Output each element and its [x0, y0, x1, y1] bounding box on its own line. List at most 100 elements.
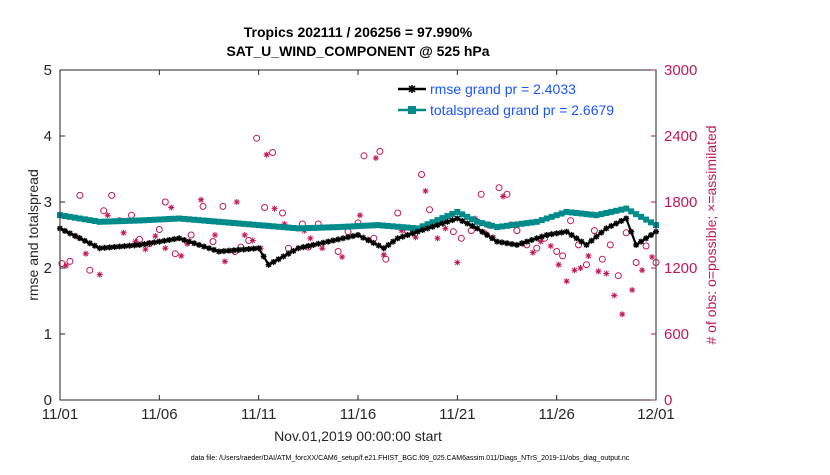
- spread-point: [275, 223, 282, 230]
- obs-assimilated-point: [307, 235, 314, 242]
- rmse-point: [310, 241, 317, 248]
- rmse-point: [335, 236, 342, 243]
- y-axis-left: 0 1 2 3 4 5: [44, 62, 65, 409]
- x-tick-label: 11/11: [241, 406, 276, 423]
- obs-possible-point: [503, 190, 511, 198]
- y-right-tick-label: 600: [664, 326, 689, 343]
- spread-point: [638, 213, 645, 220]
- rmse-point: [390, 238, 397, 245]
- rmse-point: [533, 235, 540, 242]
- spread-point: [270, 223, 277, 230]
- spread-point: [499, 223, 506, 230]
- spread-point: [161, 216, 168, 223]
- rmse-point: [429, 223, 436, 230]
- spread-point: [111, 218, 118, 225]
- legend-spread-label: totalspread grand pr = 2.6679: [430, 102, 614, 118]
- rmse-point: [166, 236, 173, 243]
- rmse-point: [578, 238, 585, 245]
- obs-possible-point: [477, 190, 485, 198]
- rmse-point: [444, 218, 451, 225]
- rmse-point: [523, 238, 530, 245]
- spread-point: [459, 211, 466, 218]
- obs-possible-point: [360, 152, 368, 160]
- data-file-footnote: data file: /Users/raeder/DAI/ATM_forcXX/…: [191, 455, 630, 462]
- obs-assimilated-point: [398, 227, 405, 234]
- spread-point: [479, 220, 486, 227]
- obs-assimilated-point: [62, 262, 69, 269]
- rmse-point: [285, 250, 292, 257]
- rmse-point: [260, 253, 267, 260]
- spread-point: [285, 224, 292, 231]
- rmse-point: [553, 230, 560, 237]
- spread-point: [404, 224, 411, 231]
- obs-possible-point: [394, 209, 402, 217]
- rmse-point: [201, 243, 208, 250]
- obs-possible-point: [108, 191, 116, 199]
- spread-point: [558, 210, 565, 217]
- y-axis-right-label: # of obs: o=possible; ×=assimilated: [703, 125, 719, 344]
- spread-point: [613, 207, 620, 214]
- rmse-point: [548, 231, 555, 238]
- legend: rmse grand pr = 2.4033 totalspread grand…: [393, 76, 651, 120]
- spread-point: [538, 217, 545, 224]
- spread-point: [628, 208, 635, 215]
- obs-assimilated-point: [619, 311, 626, 318]
- spread-point: [563, 208, 570, 215]
- rmse-point: [439, 220, 446, 227]
- spread-point: [588, 211, 595, 218]
- spread-point: [156, 216, 163, 223]
- spread-point: [106, 218, 113, 225]
- rmse-point: [270, 258, 277, 265]
- spread-point: [494, 224, 501, 231]
- obs-assimilated-point: [233, 199, 240, 205]
- obs-possible-point: [598, 255, 606, 263]
- obs-assimilated-point: [271, 205, 278, 212]
- spread-point: [369, 222, 376, 229]
- obs-possible-point: [559, 252, 567, 260]
- obs-possible-point: [614, 272, 622, 280]
- x-tick-label: 11/21: [439, 406, 475, 423]
- spread-point: [384, 222, 391, 229]
- obs-possible-point: [376, 147, 384, 155]
- rmse-point: [181, 236, 188, 243]
- obs-possible-point: [76, 191, 84, 199]
- rmse-point: [648, 232, 655, 238]
- rmse-point: [588, 237, 595, 244]
- rmse-point: [176, 235, 183, 242]
- obs-possible-point: [155, 226, 163, 233]
- rmse-point: [350, 233, 357, 240]
- rmse-point: [583, 241, 590, 248]
- spread-point: [474, 218, 481, 225]
- spread-point: [419, 223, 426, 230]
- spread-point: [578, 210, 585, 217]
- x-tick-label: 11/16: [340, 406, 376, 423]
- obs-possible-point: [426, 206, 434, 214]
- rmse-point: [464, 220, 471, 227]
- obs-possible-point: [209, 238, 217, 246]
- obs-assimilated-point: [537, 238, 544, 245]
- spread-point: [300, 225, 307, 232]
- spread-point: [61, 213, 68, 220]
- rmse-point: [131, 242, 138, 249]
- spread-point: [553, 212, 560, 219]
- obs-assimilated-point: [82, 250, 89, 257]
- rmse-point: [91, 242, 98, 249]
- obs-assimilated-point: [372, 155, 379, 161]
- rmse-point: [290, 247, 297, 254]
- spread-point: [548, 213, 555, 220]
- obs-assimilated-point: [162, 245, 169, 252]
- obs-assimilated-point: [120, 229, 127, 236]
- spread-point: [141, 217, 148, 224]
- obs-assimilated-point: [639, 267, 646, 274]
- y-right-tick-label: 3000: [664, 62, 697, 79]
- obs-assimilated-point: [132, 238, 139, 245]
- rmse-point: [394, 235, 401, 242]
- spread-point: [345, 223, 352, 230]
- y-left-tick-label: 5: [44, 62, 52, 79]
- rmse-point: [81, 237, 88, 244]
- rmse-point: [101, 244, 108, 251]
- obs-assimilated-point: [241, 232, 248, 238]
- rmse-point: [434, 222, 441, 229]
- obs-possible-point: [642, 242, 650, 250]
- spread-point: [220, 219, 227, 226]
